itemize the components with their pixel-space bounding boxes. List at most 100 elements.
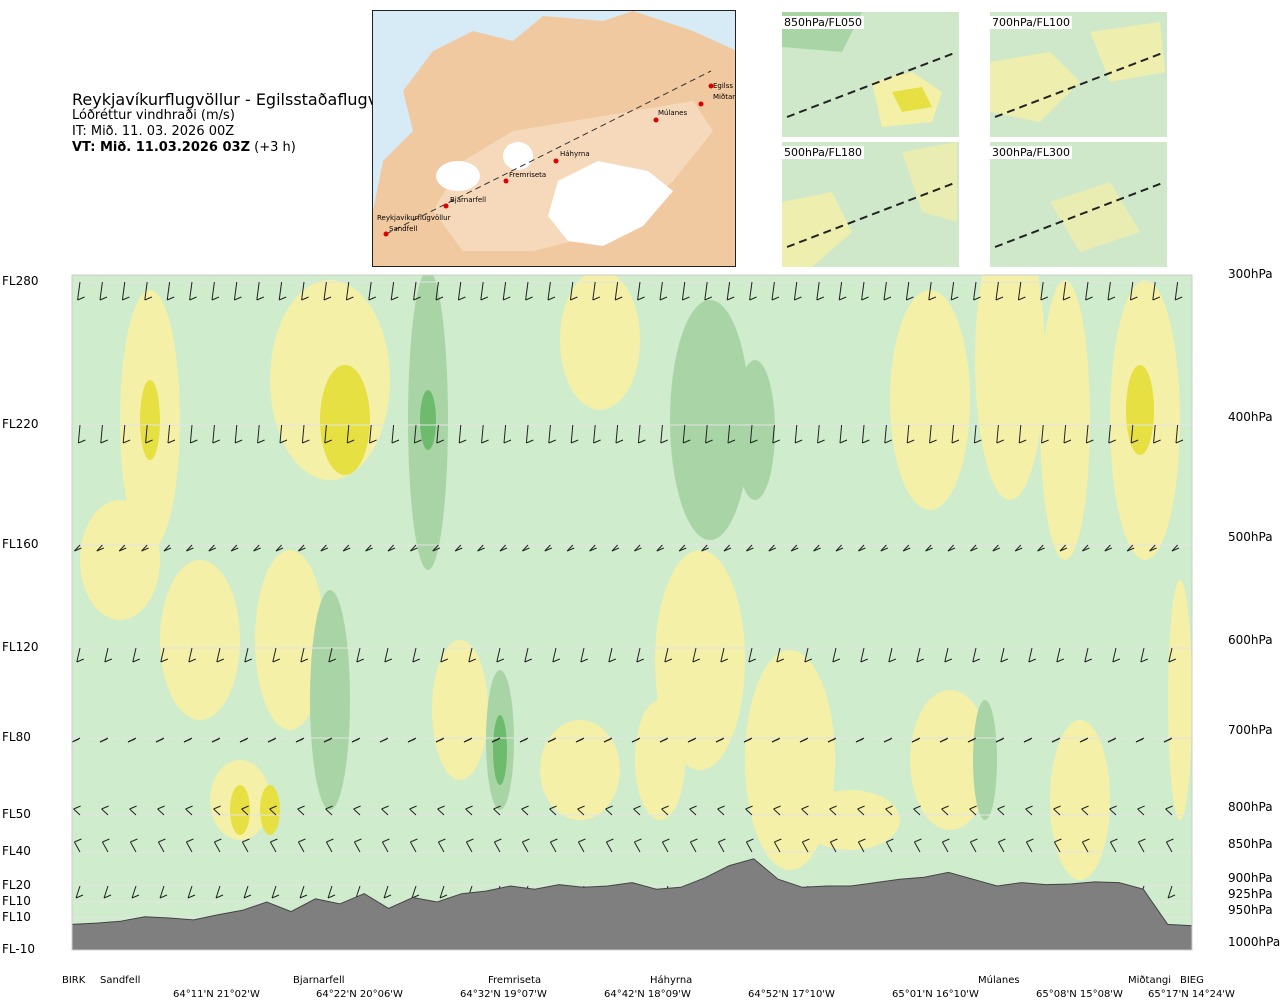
wind-barb-flag bbox=[267, 738, 276, 743]
wind-barb-flag bbox=[1018, 296, 1026, 301]
wind-barb-flag bbox=[211, 738, 220, 743]
wind-barb bbox=[413, 281, 417, 301]
wind-barb-flag bbox=[465, 805, 473, 810]
wind-barb-flag bbox=[323, 738, 332, 743]
mini-map-300-svg bbox=[990, 142, 1167, 267]
wind-barb-flag bbox=[481, 439, 489, 444]
wind-barb-flag bbox=[74, 547, 82, 552]
wind-barb bbox=[346, 424, 350, 444]
wind-barb bbox=[253, 544, 260, 552]
wind-barb-flag bbox=[631, 738, 640, 743]
field-blob bbox=[800, 790, 900, 850]
wind-barb bbox=[188, 647, 193, 663]
wind-barb-flag bbox=[795, 439, 803, 444]
wind-barb-flag bbox=[606, 838, 614, 843]
wind-barb bbox=[723, 544, 730, 552]
wind-barb-flag bbox=[123, 439, 131, 444]
wind-barb bbox=[411, 885, 417, 899]
wind-barb bbox=[383, 885, 389, 899]
wind-barb-flag bbox=[745, 805, 753, 810]
wind-barb bbox=[593, 424, 596, 444]
wind-barb-flag bbox=[155, 738, 164, 743]
wind-barb-flag bbox=[189, 296, 197, 301]
wind-barb-flag bbox=[592, 296, 600, 301]
wind-barb-flag bbox=[1131, 439, 1139, 444]
right-axis-label: 700hPa bbox=[1228, 723, 1273, 737]
wind-barb-flag bbox=[832, 658, 840, 663]
wind-barb-flag bbox=[299, 894, 308, 899]
wind-barb-flag bbox=[145, 439, 153, 444]
wind-barb-flag bbox=[327, 894, 336, 899]
station-dot bbox=[383, 231, 389, 237]
wind-barb-flag bbox=[353, 805, 361, 810]
wind-barb bbox=[1062, 281, 1067, 301]
wind-barb bbox=[838, 281, 843, 301]
wind-barb-flag bbox=[911, 738, 920, 743]
wind-barb-flag bbox=[163, 547, 172, 552]
wind-barb bbox=[888, 647, 893, 663]
wind-barb-flag bbox=[659, 738, 668, 743]
wind-barb bbox=[129, 808, 137, 816]
station-dot bbox=[708, 83, 714, 89]
wind-barb-flag bbox=[522, 547, 530, 552]
wind-barb-flag bbox=[347, 439, 355, 444]
field-blob bbox=[320, 365, 370, 475]
wind-barb-flag bbox=[773, 805, 781, 810]
wind-barb-flag bbox=[880, 547, 888, 552]
wind-barb-flag bbox=[302, 439, 310, 444]
field-blob bbox=[160, 560, 240, 720]
wind-barb-flag bbox=[491, 738, 500, 743]
field-blob bbox=[255, 550, 325, 730]
wind-barb-flag bbox=[301, 296, 309, 301]
wind-barb-flag bbox=[234, 296, 242, 301]
wind-barb-flag bbox=[99, 738, 108, 743]
wind-barb-flag bbox=[275, 547, 284, 552]
wind-barb-flag bbox=[687, 738, 696, 743]
wind-barb bbox=[299, 885, 305, 899]
left-axis-label: FL-10 bbox=[2, 942, 35, 956]
field-blob bbox=[910, 690, 990, 830]
wind-barb bbox=[566, 544, 574, 552]
wind-barb bbox=[1109, 841, 1117, 853]
wind-barb bbox=[969, 841, 977, 853]
wind-barb-flag bbox=[1085, 296, 1093, 301]
wind-barb-flag bbox=[141, 547, 149, 552]
wind-barb bbox=[969, 808, 977, 816]
wind-barb bbox=[701, 544, 708, 552]
wind-barb-flag bbox=[432, 547, 440, 552]
station-dot bbox=[443, 203, 449, 209]
wind-barb-flag bbox=[1166, 838, 1174, 843]
wind-barb bbox=[211, 281, 215, 301]
wind-barb-flag bbox=[664, 658, 672, 663]
wind-barb-flag bbox=[883, 738, 892, 743]
variable-title: Lóðréttur vindhraði (m/s) bbox=[72, 108, 235, 123]
wind-barb bbox=[884, 424, 887, 444]
wind-barb-flag bbox=[858, 838, 866, 843]
mini-map-label: 850hPa/FL050 bbox=[782, 16, 865, 29]
wind-barb-flag bbox=[1084, 658, 1092, 663]
wind-barb bbox=[906, 424, 910, 444]
wind-barb-flag bbox=[947, 547, 956, 552]
wind-barb-flag bbox=[883, 296, 892, 301]
wind-barb bbox=[776, 647, 781, 663]
wind-barb-flag bbox=[271, 894, 280, 899]
wind-barb bbox=[381, 841, 389, 853]
wind-barb-flag bbox=[839, 439, 848, 444]
waypoint-label: Fremriseta bbox=[488, 975, 542, 986]
wind-barb-flag bbox=[885, 805, 893, 810]
wind-barb bbox=[569, 281, 574, 301]
wind-barb-flag bbox=[351, 738, 360, 743]
wind-barb bbox=[717, 808, 725, 816]
wind-barb-flag bbox=[914, 838, 922, 843]
wind-barb-flag bbox=[1108, 439, 1116, 444]
wind-barb bbox=[122, 424, 126, 444]
wind-barb bbox=[749, 424, 753, 444]
wind-barb-flag bbox=[323, 296, 332, 301]
wind-barb-flag bbox=[157, 805, 165, 810]
wind-barb-flag bbox=[144, 296, 152, 301]
wind-barb-flag bbox=[743, 738, 752, 743]
wind-barb-flag bbox=[997, 805, 1005, 810]
wind-barb-flag bbox=[682, 296, 690, 301]
wind-barb-flag bbox=[570, 296, 578, 301]
wind-barb bbox=[216, 647, 221, 663]
